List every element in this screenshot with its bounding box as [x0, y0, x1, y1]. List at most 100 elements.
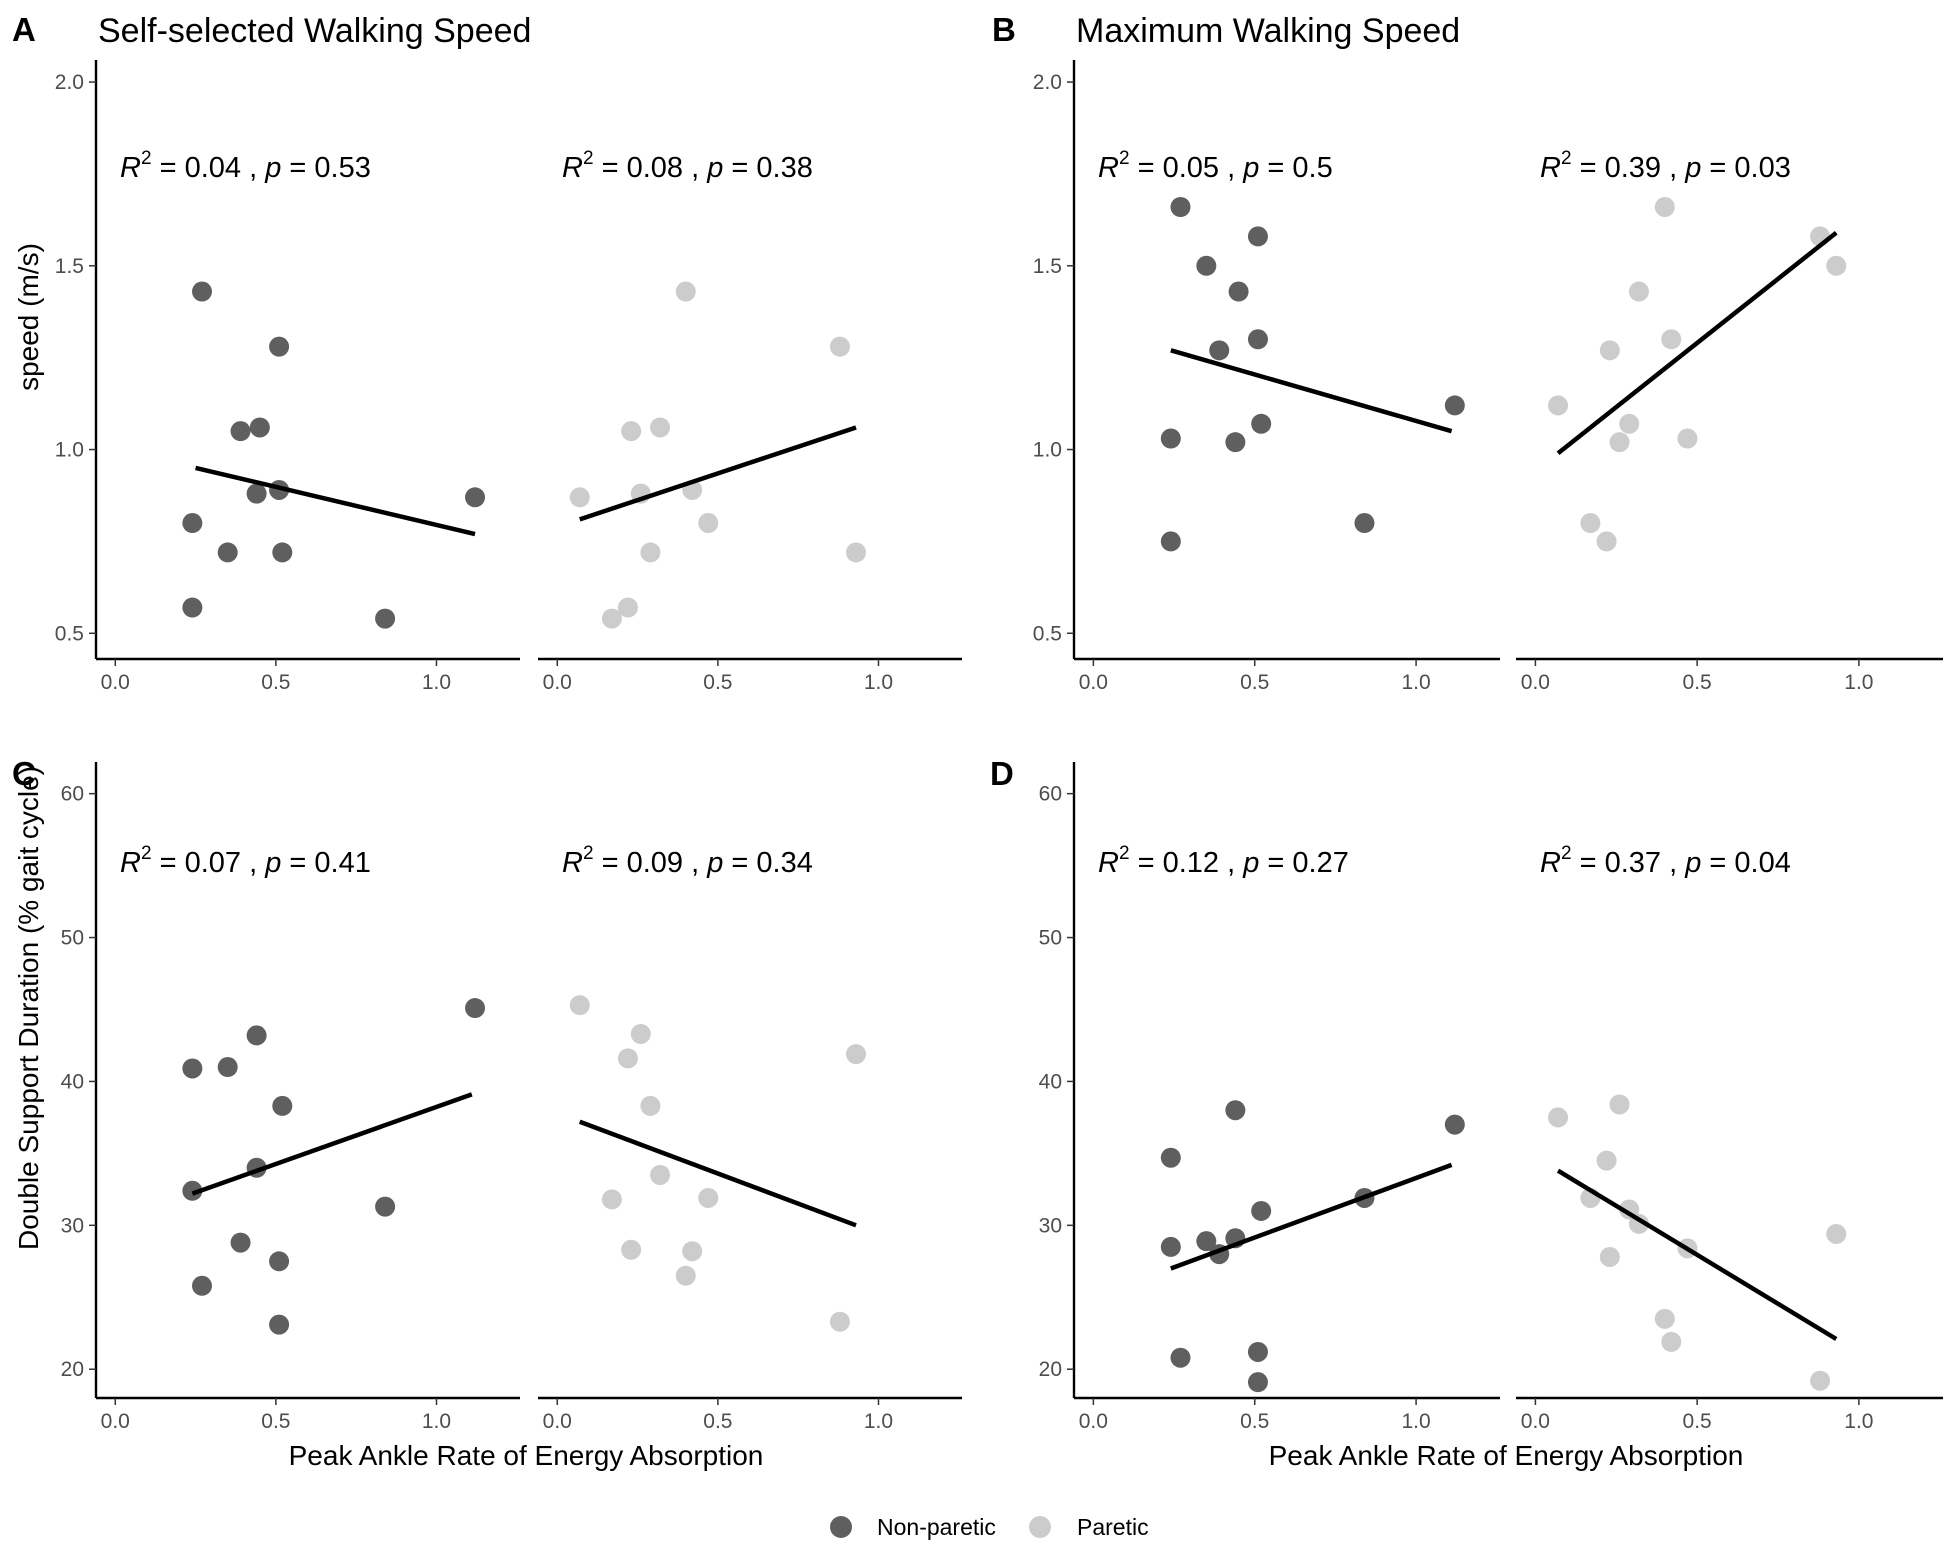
point-c-paretic	[698, 1187, 719, 1208]
point-d-paretic	[1826, 1223, 1847, 1244]
facet-b-non-paretic: 0.0 0.5 1.0 0.5 1.0 1.5 2.0 R2 = 0.05 , p = 0.5	[1033, 60, 1500, 694]
point-d-paretic	[1661, 1331, 1682, 1352]
point-b-paretic	[1677, 428, 1698, 449]
facet-b-paretic: 0.0 0.5 1.0 R2 = 0.39 , p = 0.03	[1516, 148, 1943, 694]
x-tick-label-b-paretic: 0.0	[1521, 671, 1550, 694]
panel-c: C Double Support Duration (% gait cycle)…	[12, 755, 962, 1471]
point-c-paretic	[846, 1044, 866, 1065]
y-tick-label-d: 60	[1039, 783, 1062, 806]
point-a-paretic	[621, 421, 642, 442]
point-a-paretic	[569, 487, 590, 508]
x-tick-label-c-non-paretic: 1.0	[422, 1410, 451, 1433]
y-tick-label-c: 20	[61, 1358, 84, 1381]
point-c-non-paretic	[375, 1196, 396, 1217]
point-a-paretic	[617, 597, 638, 618]
point-d-paretic	[1548, 1107, 1569, 1128]
point-d-non-paretic	[1170, 1347, 1191, 1368]
y-tick-label-a: 1.5	[55, 255, 84, 278]
annotation-d-non-paretic: R2 = 0.12 , p = 0.27	[1098, 843, 1349, 879]
panel-letter-c: C	[12, 755, 36, 792]
point-b-non-paretic	[1196, 255, 1217, 276]
point-d-non-paretic	[1196, 1231, 1217, 1252]
point-a-paretic	[601, 608, 622, 629]
point-a-paretic	[698, 513, 719, 534]
fit-line-c-paretic	[578, 1119, 857, 1228]
point-d-paretic	[1596, 1150, 1617, 1171]
point-b-non-paretic	[1444, 395, 1465, 416]
legend: Non-paretic Paretic	[830, 1514, 1149, 1540]
panel-b: B Maximum Walking Speed 0.0 0.5 1.0 0.5 1.0 1…	[992, 11, 1943, 694]
x-tick-label-b-non-paretic: 1.0	[1401, 671, 1430, 694]
point-b-paretic	[1826, 255, 1847, 276]
point-c-non-paretic	[230, 1232, 251, 1253]
annotation-b-non-paretic: R2 = 0.05 , p = 0.5	[1098, 148, 1333, 184]
point-b-non-paretic	[1170, 196, 1191, 217]
x-axis-title-c: Peak Ankle Rate of Energy Absorption	[289, 1440, 764, 1471]
y-tick-label-c: 40	[61, 1070, 84, 1093]
point-a-non-paretic	[217, 542, 238, 563]
point-c-non-paretic	[269, 1314, 290, 1335]
x-tick-label-c-paretic: 0.0	[543, 1410, 572, 1433]
point-b-non-paretic	[1247, 226, 1268, 247]
point-a-paretic	[846, 542, 866, 563]
point-b-paretic	[1580, 513, 1601, 534]
y-tick-label-c: 30	[61, 1214, 84, 1237]
point-a-paretic	[829, 336, 850, 357]
facet-a-paretic: 0.0 0.5 1.0 R2 = 0.08 , p = 0.38	[538, 148, 962, 694]
fit-line-a-non-paretic	[195, 465, 476, 537]
y-axis-title-c: Double Support Duration (% gait cycle)	[13, 766, 44, 1250]
legend-label-non-paretic: Non-paretic	[877, 1514, 996, 1540]
point-c-non-paretic	[269, 1251, 290, 1272]
fit-line-d-non-paretic	[1170, 1162, 1453, 1271]
point-d-non-paretic	[1225, 1100, 1246, 1121]
y-tick-label-a: 1.0	[55, 439, 84, 462]
x-tick-label-b-paretic: 0.5	[1683, 671, 1712, 694]
point-d-paretic	[1609, 1094, 1630, 1115]
facet-a-non-paretic: 0.0 0.5 1.0 0.5 1.0 1.5 2.0 R2 = 0.04 , p = 0.5…	[55, 60, 520, 694]
point-a-non-paretic	[182, 513, 203, 534]
point-b-non-paretic	[1247, 329, 1268, 350]
x-axis-title-d: Peak Ankle Rate of Energy Absorption	[1269, 1440, 1744, 1471]
point-b-non-paretic	[1209, 340, 1230, 361]
y-tick-label-d: 30	[1039, 1214, 1062, 1237]
point-a-non-paretic	[375, 608, 396, 629]
point-b-paretic	[1654, 196, 1675, 217]
y-tick-label-b: 1.5	[1033, 255, 1062, 278]
point-d-paretic	[1599, 1246, 1620, 1267]
x-tick-label-d-non-paretic: 0.5	[1240, 1410, 1269, 1433]
point-a-non-paretic	[249, 417, 270, 438]
x-tick-label-d-paretic: 0.0	[1521, 1410, 1550, 1433]
y-tick-label-d: 40	[1039, 1070, 1062, 1093]
point-a-non-paretic	[192, 281, 212, 302]
point-b-paretic	[1596, 531, 1617, 552]
point-d-non-paretic	[1251, 1200, 1272, 1221]
y-tick-label-b: 0.5	[1033, 622, 1062, 645]
point-c-paretic	[650, 1164, 671, 1185]
y-tick-label-a: 0.5	[55, 622, 84, 645]
x-tick-label-d-paretic: 0.5	[1683, 1410, 1712, 1433]
point-a-non-paretic	[269, 336, 290, 357]
point-b-non-paretic	[1354, 513, 1375, 534]
x-tick-label-d-non-paretic: 0.0	[1079, 1410, 1108, 1433]
x-tick-label-a-non-paretic: 0.5	[261, 671, 290, 694]
x-tick-label-d-paretic: 1.0	[1844, 1410, 1873, 1433]
fit-line-d-paretic	[1556, 1168, 1838, 1341]
point-c-paretic	[621, 1239, 642, 1260]
fit-line-a-paretic	[579, 425, 857, 522]
y-tick-label-d: 50	[1039, 927, 1062, 950]
point-c-non-paretic	[192, 1275, 212, 1296]
panel-d: D Peak Ankle Rate of Energy Absorption 0…	[990, 755, 1943, 1471]
fit-line-b-paretic	[1556, 230, 1838, 455]
point-d-non-paretic	[1444, 1114, 1465, 1135]
facet-c-paretic: 0.0 0.5 1.0 R2 = 0.09 , p = 0.34	[538, 843, 962, 1433]
legend-swatch-non-paretic	[830, 1516, 852, 1538]
annotation-b-paretic: R2 = 0.39 , p = 0.03	[1540, 148, 1791, 184]
point-d-non-paretic	[1160, 1236, 1181, 1257]
point-b-non-paretic	[1160, 428, 1181, 449]
x-tick-label-a-paretic: 0.5	[703, 671, 732, 694]
point-c-paretic	[569, 995, 590, 1016]
point-b-non-paretic	[1251, 413, 1272, 434]
annotation-a-non-paretic: R2 = 0.04 , p = 0.53	[120, 148, 371, 184]
y-tick-label-d: 20	[1039, 1358, 1062, 1381]
